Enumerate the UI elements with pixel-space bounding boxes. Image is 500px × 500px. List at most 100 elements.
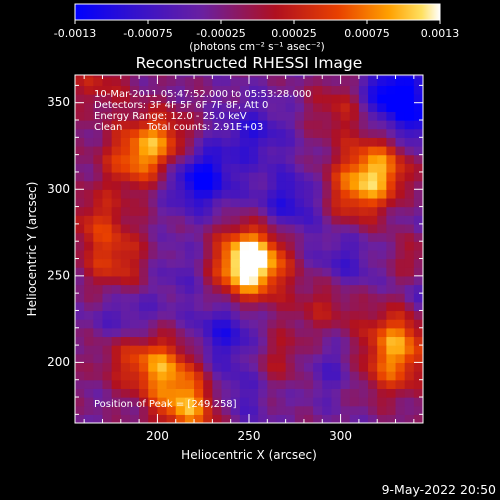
- heatmap-cell: [258, 267, 268, 277]
- heatmap-cell: [111, 301, 122, 312]
- heatmap-cell: [358, 120, 369, 130]
- heatmap-cell: [212, 137, 223, 147]
- heatmap-cell: [340, 284, 351, 294]
- heatmap-cell: [221, 327, 232, 338]
- heatmap-cell: [285, 353, 296, 364]
- heatmap-cell: [75, 310, 85, 320]
- heatmap-cell: [423, 388, 433, 397]
- heatmap-cell: [194, 75, 204, 78]
- heatmap-cell: [258, 301, 268, 312]
- heatmap-cell: [303, 353, 314, 364]
- heatmap-cell: [120, 301, 131, 312]
- heatmap-cell: [230, 171, 241, 182]
- heatmap-cell: [129, 275, 140, 286]
- heatmap-cell: [157, 102, 168, 112]
- heatmap-cell: [413, 379, 423, 389]
- heatmap-cell: [157, 371, 168, 381]
- heatmap-cell: [368, 258, 378, 268]
- heatmap-cell: [276, 85, 287, 95]
- heatmap-cell: [404, 301, 415, 312]
- heatmap-cell: [313, 362, 323, 372]
- heatmap-cell: [129, 154, 140, 164]
- heatmap-cell: [267, 336, 278, 346]
- heatmap-cell: [303, 405, 314, 415]
- heatmap-cell: [349, 293, 360, 303]
- heatmap-cell: [175, 102, 186, 112]
- heatmap-cell: [294, 379, 305, 389]
- heatmap-cell: [184, 85, 195, 95]
- heatmap-cell: [294, 111, 305, 121]
- heatmap-cell: [148, 145, 159, 156]
- heatmap-cell: [368, 120, 378, 130]
- heatmap-cell: [249, 414, 259, 423]
- heatmap-cell: [395, 120, 406, 130]
- heatmap-cell: [276, 371, 287, 381]
- heatmap-cell: [395, 371, 406, 381]
- heatmap-cell: [386, 75, 397, 78]
- heatmap-cell: [166, 284, 177, 294]
- heatmap-cell: [166, 249, 177, 260]
- heatmap-cell: [413, 223, 423, 234]
- heatmap-cell: [203, 223, 213, 234]
- heatmap-cell: [340, 137, 351, 147]
- heatmap-cell: [93, 197, 104, 208]
- heatmap-cell: [331, 379, 342, 389]
- heatmap-cell: [395, 267, 406, 277]
- heatmap-cell: [276, 353, 287, 364]
- heatmap-cell: [285, 397, 296, 407]
- heatmap-cell: [93, 215, 104, 225]
- heatmap-cell: [230, 85, 241, 95]
- heatmap-cell: [111, 94, 122, 104]
- heatmap-cell: [313, 301, 323, 312]
- heatmap-cell: [102, 120, 113, 130]
- heatmap-cell: [395, 145, 406, 156]
- heatmap-cell: [175, 154, 186, 164]
- heatmap-cell: [239, 154, 250, 164]
- heatmap-cell: [203, 249, 213, 260]
- heatmap-cell: [285, 128, 296, 138]
- heatmap-cell: [139, 241, 149, 251]
- heatmap-cell: [175, 336, 186, 346]
- heatmap-cell: [102, 163, 113, 173]
- heatmap-cell: [294, 94, 305, 104]
- heatmap-cell: [267, 180, 278, 190]
- heatmap-cell: [203, 275, 213, 286]
- heatmap-cell: [340, 267, 351, 277]
- heatmap-cell: [139, 371, 149, 381]
- heatmap-cell: [331, 319, 342, 329]
- heatmap-cell: [120, 128, 131, 138]
- heatmap-cell: [377, 267, 387, 277]
- heatmap-cell: [120, 258, 131, 268]
- heatmap-cell: [276, 102, 287, 112]
- heatmap-cell: [413, 76, 423, 86]
- heatmap-cell: [340, 206, 351, 216]
- heatmap-cell: [157, 405, 168, 415]
- heatmap-cell: [377, 111, 387, 121]
- heatmap-cell: [322, 414, 333, 423]
- heatmap-cell: [212, 267, 223, 277]
- heatmap-cell: [413, 284, 423, 294]
- heatmap-cell: [84, 293, 94, 303]
- heatmap-cell: [102, 371, 113, 381]
- heatmap-cell: [148, 137, 159, 147]
- heatmap-cell: [358, 310, 369, 320]
- heatmap-cell: [285, 137, 296, 147]
- heatmap-cell: [358, 284, 369, 294]
- heatmap-cell: [285, 171, 296, 182]
- heatmap-cell: [404, 379, 415, 389]
- heatmap-cell: [386, 223, 397, 234]
- heatmap-cell: [203, 206, 213, 216]
- annotation-energy-range: Energy Range: 12.0 - 25.0 keV: [94, 111, 247, 122]
- heatmap-cell: [230, 405, 241, 415]
- heatmap-cell: [377, 371, 387, 381]
- heatmap-cell: [395, 379, 406, 389]
- heatmap-cell: [194, 405, 204, 415]
- heatmap-cell: [75, 171, 85, 182]
- heatmap-cell: [386, 336, 397, 346]
- heatmap-cell: [93, 310, 104, 320]
- heatmap-cell: [294, 405, 305, 415]
- heatmap-cell: [358, 275, 369, 286]
- heatmap-cell: [239, 215, 250, 225]
- heatmap-cell: [331, 94, 342, 104]
- heatmap-cell: [331, 76, 342, 86]
